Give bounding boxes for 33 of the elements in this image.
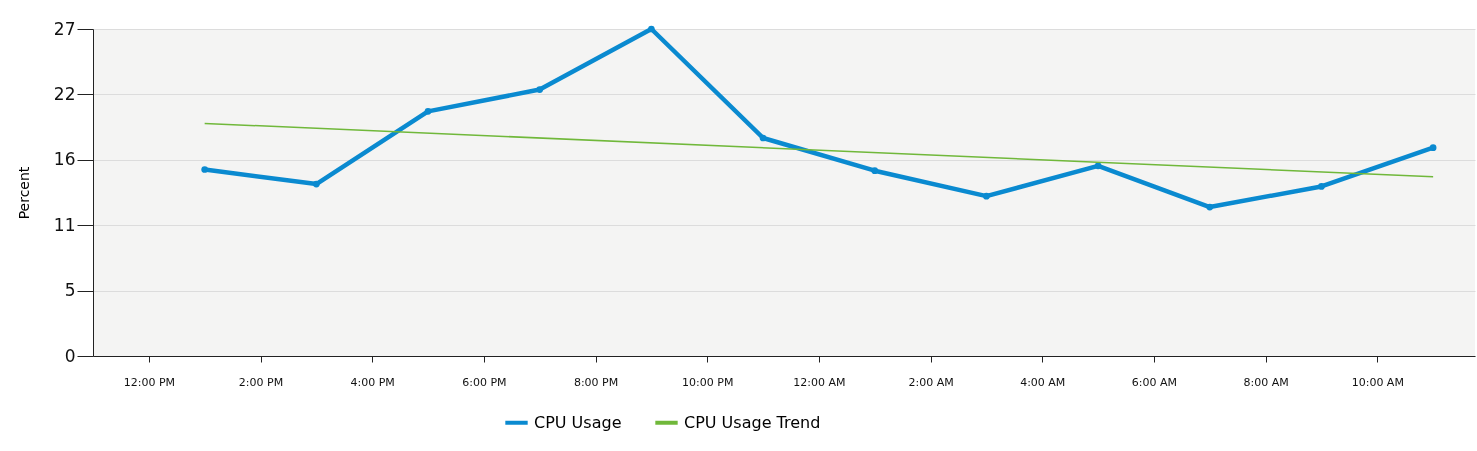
x-tick-label: 4:00 PM bbox=[350, 375, 395, 389]
point bbox=[313, 180, 320, 188]
x-tick-label: 4:00 AM bbox=[1020, 375, 1066, 389]
y-tick-label: 22 bbox=[53, 83, 76, 104]
point bbox=[201, 166, 209, 173]
point bbox=[1429, 144, 1437, 152]
y-tick-label: 27 bbox=[53, 18, 76, 39]
x-tick-label: 2:00 AM bbox=[908, 375, 954, 389]
x-tick-label: 12:00 PM bbox=[123, 375, 175, 389]
legend-label: CPU Usage Trend bbox=[684, 412, 821, 432]
x-tick-label: 12:00 AM bbox=[793, 375, 846, 389]
point bbox=[648, 25, 655, 33]
point bbox=[1094, 162, 1102, 170]
point bbox=[1318, 183, 1325, 190]
legend-label: CPU Usage bbox=[534, 412, 622, 432]
point bbox=[871, 167, 879, 175]
y-axis-title: Percent bbox=[15, 166, 32, 220]
y-tick-label: 0 bbox=[64, 345, 76, 366]
point bbox=[759, 134, 767, 142]
point bbox=[424, 108, 432, 115]
y-tick-label: 11 bbox=[53, 214, 76, 235]
y-tick-label: 5 bbox=[64, 280, 76, 301]
x-tick-label: 2:00 PM bbox=[238, 375, 284, 389]
point bbox=[1206, 203, 1214, 211]
x-tick-label: 6:00 AM bbox=[1131, 375, 1178, 389]
point bbox=[536, 86, 544, 93]
x-tick-label: 10:00 PM bbox=[682, 375, 734, 389]
x-tick-label: 6:00 PM bbox=[462, 375, 507, 389]
x-tick-label: 8:00 PM bbox=[573, 375, 619, 389]
x-tick-label: 10:00 AM bbox=[1351, 375, 1404, 389]
point bbox=[983, 192, 990, 200]
x-tick-label: 8:00 AM bbox=[1243, 375, 1289, 389]
y-tick-label: 16 bbox=[53, 149, 76, 170]
